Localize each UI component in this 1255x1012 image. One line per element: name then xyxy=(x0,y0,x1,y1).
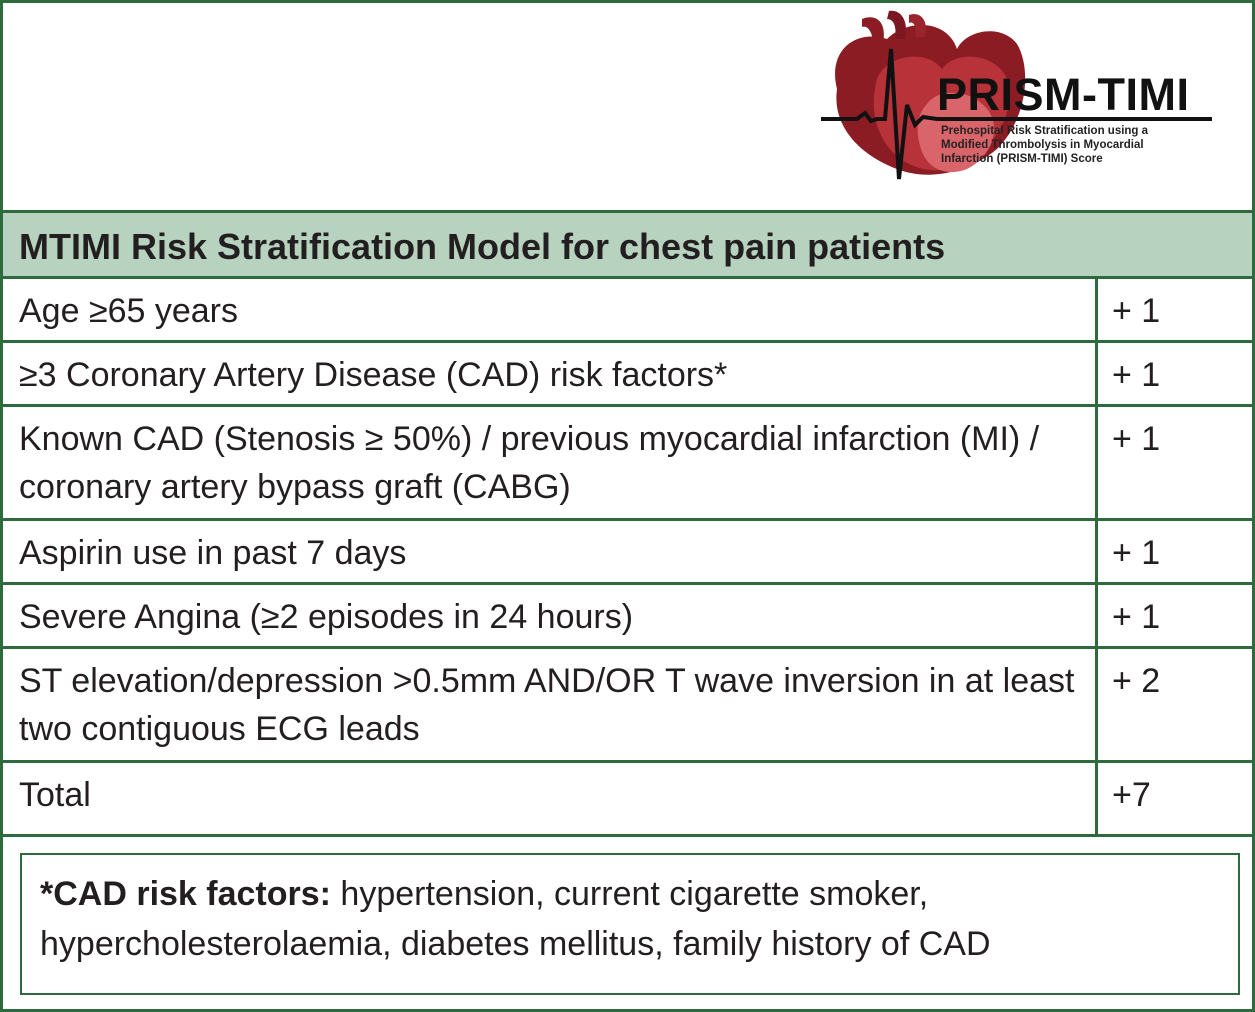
logo-subtitle: Prehospital Risk Stratification using a … xyxy=(941,124,1211,166)
table-row: Age ≥65 years + 1 xyxy=(3,279,1252,343)
criterion-cell: Aspirin use in past 7 days xyxy=(19,534,407,572)
logo-subtitle-line: Prehospital Risk Stratification using a xyxy=(941,125,1149,137)
points-cell: + 1 xyxy=(1112,420,1161,458)
logo-subtitle-line: Modified Thrombolysis in Myocardial xyxy=(941,139,1144,151)
table-row: Known CAD (Stenosis ≥ 50%) / previous my… xyxy=(3,407,1252,521)
points-cell: + 1 xyxy=(1112,598,1161,636)
logo-title: PRISM-TIMI xyxy=(937,69,1190,120)
total-label: Total xyxy=(19,776,91,814)
criterion-cell: Known CAD (Stenosis ≥ 50%) / previous my… xyxy=(19,420,1040,506)
points-cell: + 1 xyxy=(1112,534,1161,572)
points-cell: + 1 xyxy=(1112,356,1161,394)
criterion-cell: Age ≥65 years xyxy=(19,292,239,330)
footnote-box: *CAD risk factors: hypertension, current… xyxy=(20,853,1240,995)
logo-area: PRISM-TIMI Prehospital Risk Stratificati… xyxy=(3,3,1252,213)
table-row: ≥3 Coronary Artery Disease (CAD) risk fa… xyxy=(3,343,1252,407)
footnote-label: *CAD risk factors: xyxy=(40,875,331,913)
column-divider xyxy=(1095,279,1098,836)
points-cell: + 1 xyxy=(1112,292,1161,330)
logo-subtitle-line: Infarction (PRISM-TIMI) Score xyxy=(941,153,1103,165)
heart-ecg-icon xyxy=(821,10,1212,180)
footnote-body: hypertension, current cigarette smoker, … xyxy=(40,875,991,963)
table-row: ST elevation/depression >0.5mm AND/OR T … xyxy=(3,649,1252,763)
criterion-cell: ST elevation/depression >0.5mm AND/OR T … xyxy=(19,662,1075,748)
points-cell: + 2 xyxy=(1112,662,1161,700)
total-points: +7 xyxy=(1112,776,1151,814)
table-title: MTIMI Risk Stratification Model for ches… xyxy=(19,226,946,267)
table-row: Aspirin use in past 7 days + 1 xyxy=(3,521,1252,585)
criterion-cell: Severe Angina (≥2 episodes in 24 hours) xyxy=(19,598,634,636)
criterion-cell: ≥3 Coronary Artery Disease (CAD) risk fa… xyxy=(19,356,728,394)
total-row: Total +7 xyxy=(3,763,1252,837)
footnote-text: *CAD risk factors: hypertension, current… xyxy=(40,869,1220,969)
table-header: MTIMI Risk Stratification Model for ches… xyxy=(3,213,1252,279)
table-row: Severe Angina (≥2 episodes in 24 hours) … xyxy=(3,585,1252,649)
